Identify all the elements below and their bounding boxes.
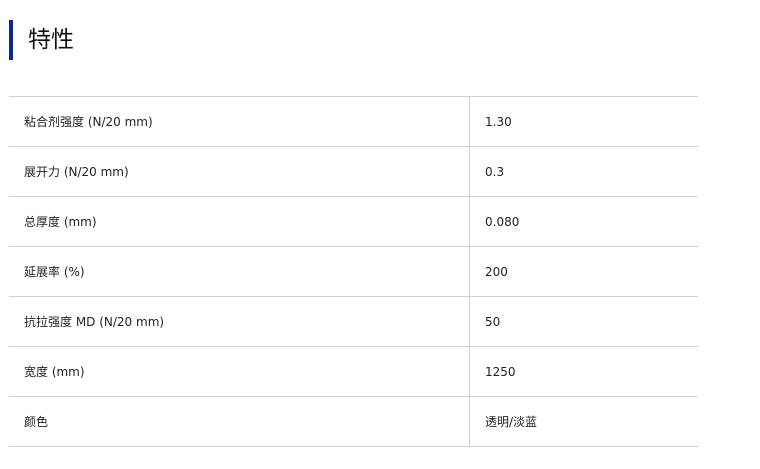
section-title: 特性 (28, 27, 74, 53)
property-value: 1.30 (469, 96, 698, 147)
section-accent-bar: 特性 (9, 20, 74, 60)
property-value: 1250 (469, 346, 698, 397)
property-label: 总厚度 (mm) (9, 196, 470, 247)
property-label: 颜色 (9, 396, 470, 447)
properties-table: 粘合剂强度 (N/20 mm) 1.30 展开力 (N/20 mm) 0.3 总厚度 (… (9, 96, 698, 447)
property-label: 延展率 (%) (9, 246, 470, 297)
property-label: 展开力 (N/20 mm) (9, 146, 470, 197)
table-row: 展开力 (N/20 mm) 0.3 (9, 146, 698, 197)
property-label: 宽度 (mm) (9, 346, 470, 397)
table-row: 宽度 (mm) 1250 (9, 346, 698, 397)
property-value: 200 (469, 246, 698, 297)
property-value: 50 (469, 296, 698, 347)
property-value: 0.080 (469, 196, 698, 247)
table-row: 粘合剂强度 (N/20 mm) 1.30 (9, 96, 698, 147)
property-label: 抗拉强度 MD (N/20 mm) (9, 296, 470, 347)
table-row: 抗拉强度 MD (N/20 mm) 50 (9, 296, 698, 347)
table-row: 颜色 透明/淡蓝 (9, 396, 698, 447)
property-label: 粘合剂强度 (N/20 mm) (9, 96, 470, 147)
property-value: 0.3 (469, 146, 698, 197)
table-row: 总厚度 (mm) 0.080 (9, 196, 698, 247)
property-value: 透明/淡蓝 (469, 396, 698, 447)
table-row: 延展率 (%) 200 (9, 246, 698, 297)
